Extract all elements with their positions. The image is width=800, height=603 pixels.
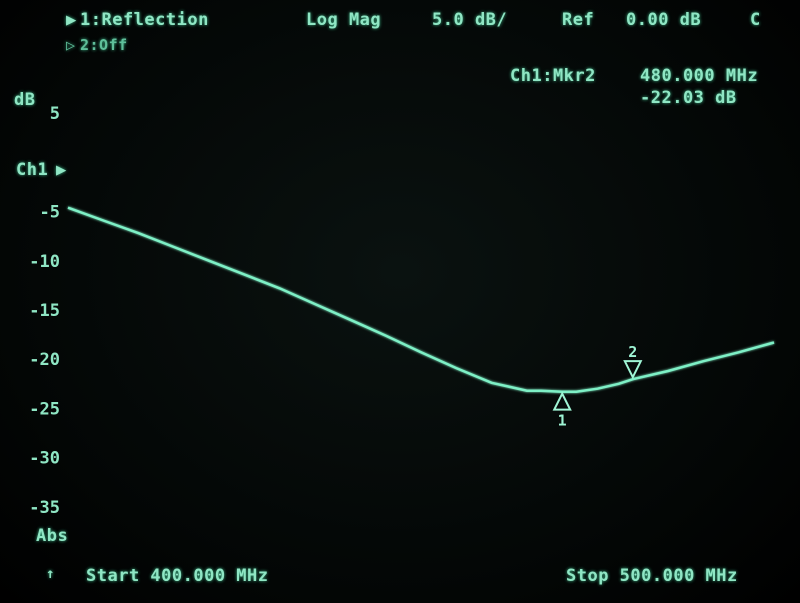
y-tick-label: 5 bbox=[50, 104, 60, 124]
y-tick-label: -5 bbox=[40, 203, 60, 223]
format-label: Log Mag bbox=[306, 10, 382, 30]
scale-label: 5.0 dB/ bbox=[432, 10, 508, 30]
ref-position-icon: ▶ bbox=[56, 160, 67, 180]
cal-flag: C bbox=[750, 10, 761, 30]
marker-2-label: 2 bbox=[628, 343, 637, 361]
stop-frequency: Stop 500.000 MHz bbox=[566, 566, 738, 586]
ch1-active-icon: ▶ bbox=[66, 10, 77, 30]
marker-readout-value: -22.03 dB bbox=[640, 88, 737, 108]
marker-2-icon bbox=[623, 360, 643, 380]
y-tick-label: -10 bbox=[29, 252, 60, 272]
ch1-label: 1:Reflection bbox=[80, 10, 209, 30]
axis-unit: dB bbox=[14, 90, 36, 110]
y-tick-label: -35 bbox=[29, 498, 60, 518]
axis-mode: Abs bbox=[36, 526, 69, 546]
status-arrow-icon: ↑ bbox=[46, 566, 55, 582]
marker-1-icon bbox=[552, 391, 572, 411]
y-tick-label: -15 bbox=[29, 301, 60, 321]
start-frequency: Start 400.000 MHz bbox=[86, 566, 269, 586]
y-tick-label: -30 bbox=[29, 449, 60, 469]
marker-readout-frequency: 480.000 MHz bbox=[640, 66, 759, 86]
ref-value: 0.00 dB bbox=[626, 10, 702, 30]
ref-label: Ref bbox=[562, 10, 595, 30]
reflection-trace bbox=[67, 206, 775, 393]
ch2-label: 2:Off bbox=[80, 36, 128, 54]
marker-readout-label: Ch1:Mkr2 bbox=[510, 66, 596, 86]
marker-1-label: 1 bbox=[558, 412, 567, 430]
y-tick-label: -25 bbox=[29, 399, 60, 419]
channel-ref-label: Ch1 bbox=[16, 160, 49, 180]
ch2-inactive-icon: ▷ bbox=[66, 36, 76, 54]
y-tick-label: -20 bbox=[29, 350, 60, 370]
